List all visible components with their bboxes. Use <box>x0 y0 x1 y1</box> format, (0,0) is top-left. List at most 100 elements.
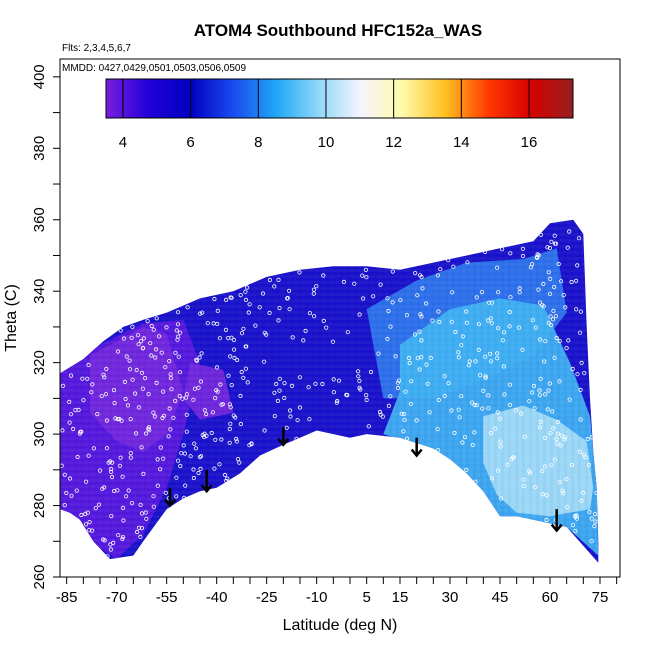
field-band <box>60 125 620 128</box>
sample-marker <box>552 233 557 238</box>
sample-marker <box>138 534 143 540</box>
sample-marker <box>204 411 209 417</box>
sample-marker <box>274 381 279 387</box>
sample-marker <box>412 332 418 337</box>
field-column <box>417 59 420 577</box>
sample-marker <box>417 367 422 372</box>
x-tick-label: 30 <box>442 589 459 606</box>
sample-marker <box>507 309 512 315</box>
dates-note: MMDD: 0427,0429,0501,0503,0506,0509 <box>62 63 246 74</box>
field-column <box>375 59 378 577</box>
sample-marker <box>516 325 522 330</box>
sample-marker <box>146 426 151 431</box>
sample-marker <box>542 464 548 469</box>
sample-marker <box>456 350 461 355</box>
sample-marker <box>129 335 134 340</box>
sample-marker <box>116 533 121 538</box>
sample-marker <box>494 265 500 270</box>
sample-marker <box>544 517 549 523</box>
sample-marker <box>239 369 244 375</box>
sample-marker <box>227 402 232 407</box>
sample-marker <box>115 349 121 354</box>
sample-marker <box>408 401 413 406</box>
sample-marker <box>67 399 72 404</box>
sample-marker <box>260 291 266 296</box>
sample-marker <box>567 229 572 234</box>
arrow-marker-3 <box>277 426 290 447</box>
sample-marker <box>210 410 215 415</box>
sample-marker <box>553 313 559 319</box>
field-column <box>361 59 364 577</box>
colorbar-tick-label: 6 <box>186 134 194 151</box>
sample-marker <box>177 370 183 375</box>
sample-marker <box>149 323 154 329</box>
sample-marker <box>564 504 570 510</box>
sample-marker <box>553 241 559 246</box>
sample-marker <box>209 430 214 436</box>
sample-marker <box>311 287 317 292</box>
colorbar-tick-label: 12 <box>385 134 402 151</box>
arrow-marker-5 <box>550 509 563 533</box>
field-column <box>508 59 511 577</box>
field-column <box>515 59 518 577</box>
sample-marker <box>160 415 165 421</box>
sample-marker <box>307 417 312 422</box>
sample-marker <box>143 375 148 381</box>
sample-marker <box>555 441 560 446</box>
sample-marker <box>277 388 282 393</box>
sample-marker <box>289 383 295 388</box>
sample-marker <box>286 288 292 293</box>
sample-marker <box>538 376 543 381</box>
sample-marker <box>146 391 151 397</box>
x-tick-label: -40 <box>206 589 228 606</box>
sample-marker <box>495 410 500 415</box>
sample-marker <box>401 429 406 434</box>
sample-marker <box>141 471 146 476</box>
sample-marker <box>356 374 361 379</box>
sample-marker <box>196 470 201 476</box>
heatmap-field <box>60 59 620 577</box>
sample-marker <box>586 462 592 468</box>
sample-marker <box>355 369 361 374</box>
field-region-2 <box>90 326 184 452</box>
sample-marker <box>320 381 325 387</box>
sample-marker <box>363 267 368 272</box>
colorbar-gradient <box>105 78 574 119</box>
sample-marker <box>386 403 391 408</box>
field-column <box>249 59 252 577</box>
sample-marker <box>214 365 220 370</box>
sample-marker <box>93 505 98 511</box>
sample-marker <box>565 245 570 250</box>
field-column <box>564 59 567 577</box>
flights-note: Flts: 2,3,4,5,6,7 <box>62 43 131 54</box>
sample-marker <box>577 449 582 454</box>
sample-marker <box>541 281 546 287</box>
sample-marker <box>547 245 553 250</box>
field-column <box>228 59 231 577</box>
sample-marker <box>285 295 290 301</box>
sample-marker <box>232 355 237 361</box>
sample-marker <box>287 408 293 413</box>
y-tick-label: 320 <box>31 350 48 375</box>
sample-marker <box>191 397 196 402</box>
sample-marker <box>102 375 107 380</box>
sample-marker <box>275 398 280 403</box>
sample-marker <box>261 359 267 364</box>
sample-marker <box>168 376 173 381</box>
sample-marker <box>235 456 241 462</box>
sample-marker <box>507 382 512 387</box>
sample-marker <box>378 282 383 287</box>
field-column <box>109 59 112 577</box>
sample-marker <box>450 290 455 295</box>
sample-marker <box>151 410 156 415</box>
sample-marker <box>158 445 163 450</box>
sample-marker <box>219 437 224 442</box>
sample-marker <box>103 392 109 397</box>
sample-marker <box>549 239 554 244</box>
sample-marker <box>438 267 443 272</box>
sample-marker <box>451 264 456 269</box>
sample-marker <box>547 291 553 296</box>
sample-marker <box>336 378 342 383</box>
sample-marker <box>138 502 143 507</box>
